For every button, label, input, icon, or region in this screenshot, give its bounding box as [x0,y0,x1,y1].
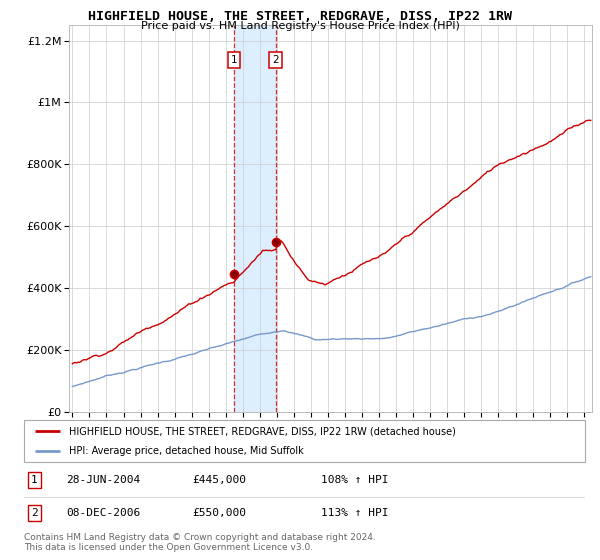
Text: HPI: Average price, detached house, Mid Suffolk: HPI: Average price, detached house, Mid … [69,446,304,456]
FancyBboxPatch shape [24,420,585,462]
Text: Price paid vs. HM Land Registry's House Price Index (HPI): Price paid vs. HM Land Registry's House … [140,21,460,31]
Text: 1: 1 [31,475,37,484]
Text: 28-JUN-2004: 28-JUN-2004 [66,475,140,484]
Text: 108% ↑ HPI: 108% ↑ HPI [322,475,389,484]
Text: HIGHFIELD HOUSE, THE STREET, REDGRAVE, DISS, IP22 1RW (detached house): HIGHFIELD HOUSE, THE STREET, REDGRAVE, D… [69,426,456,436]
Text: HIGHFIELD HOUSE, THE STREET, REDGRAVE, DISS, IP22 1RW: HIGHFIELD HOUSE, THE STREET, REDGRAVE, D… [88,10,512,23]
Text: £550,000: £550,000 [192,508,246,518]
Bar [234,25,276,412]
Text: 1: 1 [231,55,238,65]
Text: 2: 2 [272,55,279,65]
Text: £445,000: £445,000 [192,475,246,484]
Text: 113% ↑ HPI: 113% ↑ HPI [322,508,389,518]
Text: This data is licensed under the Open Government Licence v3.0.: This data is licensed under the Open Gov… [24,543,313,552]
Text: 2: 2 [31,508,37,518]
Text: Contains HM Land Registry data © Crown copyright and database right 2024.: Contains HM Land Registry data © Crown c… [24,533,376,542]
Text: 08-DEC-2006: 08-DEC-2006 [66,508,140,518]
